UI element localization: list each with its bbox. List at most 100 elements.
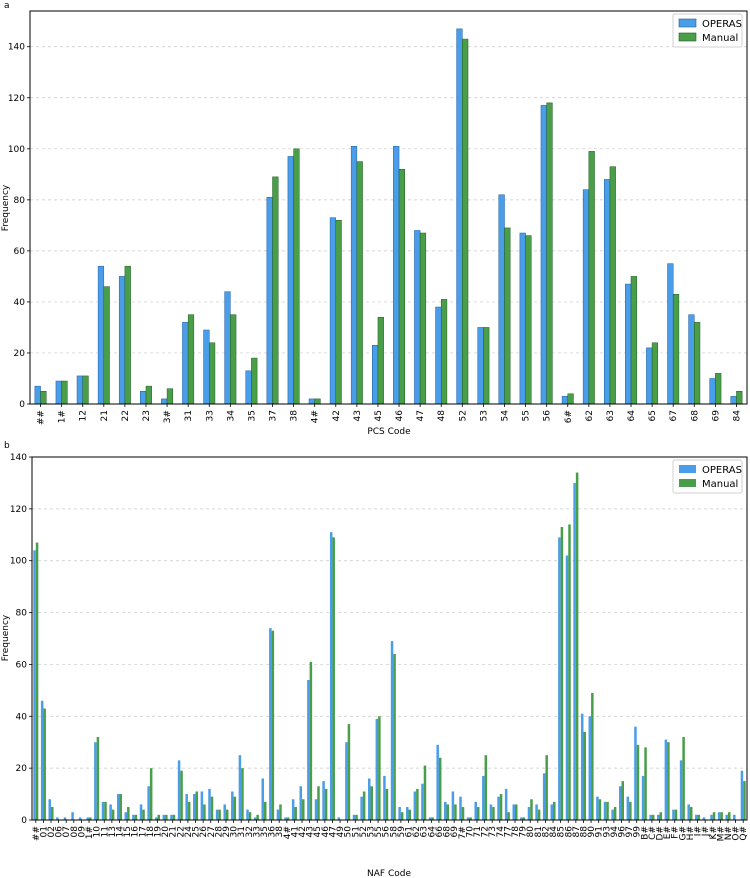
panel-a-x-tick-label: 3# bbox=[163, 410, 173, 423]
panel-b-bar-operas-20 bbox=[162, 814, 166, 820]
panel-b-x-tick-label: 61 bbox=[405, 826, 415, 837]
panel-a-x-tick-label: 69 bbox=[711, 410, 721, 422]
panel-b-bar-operas-H# bbox=[687, 804, 690, 820]
panel-b-bar-operas-62 bbox=[413, 791, 417, 820]
panel-a-x-axis-label: PCS Code bbox=[367, 427, 411, 437]
panel-a-x-tick-label: 84 bbox=[732, 410, 742, 422]
panel-b-bar-manual-19 bbox=[157, 814, 161, 820]
panel-b-bar-manual-90 bbox=[591, 692, 594, 820]
panel-b-bar-operas-41 bbox=[291, 799, 295, 820]
panel-a-bar-operas-43 bbox=[350, 146, 358, 405]
panel-a-y-tick-label: 80 bbox=[14, 196, 26, 206]
panel-a-bar-manual-67 bbox=[672, 294, 680, 405]
panel-b-x-tick-label: 58 bbox=[389, 826, 399, 838]
panel-a-letter: a bbox=[4, 1, 10, 11]
panel-b-x-tick-label: 17 bbox=[138, 826, 148, 837]
panel-b-x-tick-label: 7# bbox=[458, 826, 468, 839]
panel-b-bar-operas-86 bbox=[565, 555, 569, 820]
panel-a-x-tick-label: 56 bbox=[543, 410, 553, 422]
panel-b-x-tick-label: 71 bbox=[473, 826, 483, 837]
panel-a-x-tick-label: 46 bbox=[395, 410, 405, 422]
panel-b-bar-manual-61 bbox=[408, 809, 412, 820]
panel-b-bar-manual-20 bbox=[165, 814, 168, 820]
panel-b-bar-operas-D# bbox=[657, 814, 660, 820]
panel-b-x-tick-label: 16 bbox=[131, 826, 141, 838]
panel-b-bar-operas-56 bbox=[383, 775, 386, 820]
panel-a-bar-manual-21 bbox=[103, 286, 110, 405]
panel-b-x-tick-label: 24 bbox=[184, 826, 194, 838]
panel-b-bar-manual-41 bbox=[294, 807, 297, 820]
panel-b-bar-manual-58 bbox=[393, 654, 396, 820]
panel-b-x-tick-label: 77 bbox=[503, 826, 513, 837]
panel-a-y-tick-label: 120 bbox=[8, 94, 25, 104]
panel-a-y-axis-label: Frequency bbox=[1, 184, 11, 231]
panel-b-bar-operas-30 bbox=[231, 791, 234, 820]
panel-b-x-tick-label: 09 bbox=[77, 826, 87, 838]
panel-b-bar-operas-28 bbox=[215, 809, 219, 820]
panel-a-bar-operas-42 bbox=[329, 217, 337, 405]
panel-a-y-tick-label: 20 bbox=[14, 349, 26, 359]
panel-b-bar-manual-1# bbox=[89, 817, 92, 820]
panel-a-x-tick-label: 33 bbox=[205, 410, 215, 421]
panel-a-bar-manual-4# bbox=[314, 398, 321, 405]
panel-a-bar-manual-34 bbox=[230, 314, 237, 405]
panel-b-bar-operas-01 bbox=[40, 700, 44, 820]
panel-a-bar-operas-46 bbox=[393, 146, 400, 405]
panel-b-x-tick-label: 90 bbox=[587, 826, 597, 838]
panel-a-bar-manual-52 bbox=[462, 38, 469, 405]
panel-a-x-tick-label: 6# bbox=[564, 410, 574, 423]
panel-a-x-tick-label: 47 bbox=[416, 410, 426, 421]
panel-b-bar-operas-N# bbox=[725, 814, 728, 820]
panel-b-bar-operas-08 bbox=[71, 812, 74, 820]
panel-b-bar-manual-77 bbox=[507, 812, 510, 820]
panel-b-bar-operas-31 bbox=[238, 755, 242, 820]
panel-b-bar-manual-N# bbox=[727, 812, 731, 820]
panel-b-bar-operas-91 bbox=[596, 796, 599, 820]
panel-b-y-tick-label: 120 bbox=[10, 505, 27, 515]
panel-a-legend-swatch-operas bbox=[678, 18, 697, 28]
panel-b-x-tick-label: 79 bbox=[519, 826, 529, 838]
panel-b-bar-operas-71 bbox=[474, 801, 477, 820]
panel-b-bar-operas-46 bbox=[322, 781, 325, 820]
panel-b-x-tick-label: E# bbox=[663, 826, 673, 839]
panel-b-bar-manual-7# bbox=[461, 807, 465, 820]
panel-b-bar-manual-55 bbox=[378, 716, 381, 820]
panel-a-bars bbox=[34, 28, 743, 405]
panel-a-bar-operas-47 bbox=[414, 230, 421, 405]
panel-b-legend-label-operas: OPERAS bbox=[702, 465, 742, 476]
panel-a-x-tick-label: 31 bbox=[184, 410, 194, 421]
panel-b-legend-label-manual: Manual bbox=[702, 479, 738, 490]
panel-b-x-tick-label: F# bbox=[671, 826, 681, 839]
panel-a-x-tick-label: 34 bbox=[226, 410, 236, 422]
panel-b-bar-operas-77 bbox=[504, 788, 508, 820]
panel-b-bar-operas-09 bbox=[78, 817, 82, 820]
panel-a-y-tick-label: 140 bbox=[8, 43, 25, 53]
panel-b-bar-manual-64 bbox=[431, 817, 434, 820]
panel-a-bar-manual-33 bbox=[209, 342, 216, 405]
panel-a-bar-operas-22 bbox=[118, 276, 126, 405]
panel-b-x-tick-label: 88 bbox=[579, 826, 589, 838]
panel-b-x-tick-label: 78 bbox=[511, 826, 521, 838]
panel-b-bar-manual-51 bbox=[355, 814, 358, 820]
panel-b-x-tick-label: M# bbox=[716, 826, 726, 841]
panel-a-y-tick-label: 60 bbox=[14, 247, 26, 257]
panel-b-bar-operas-63 bbox=[421, 783, 424, 820]
panel-a-bar-manual-## bbox=[40, 390, 47, 405]
panel-a-x-tick-label: 64 bbox=[627, 410, 637, 422]
panel-b-bar-operas-61 bbox=[406, 807, 409, 820]
panel-b-bar-operas-90 bbox=[588, 716, 592, 820]
panel-b-bar-operas-J# bbox=[702, 817, 706, 820]
panel-b-bar-operas-68 bbox=[444, 801, 447, 820]
panel-a-bar-operas-48 bbox=[435, 306, 442, 405]
panel-b-bar-manual-21 bbox=[172, 814, 176, 820]
panel-b-bar-manual-H# bbox=[689, 807, 693, 820]
panel-b-bar-manual-82 bbox=[545, 755, 548, 820]
panel-b-bar-operas-53 bbox=[367, 778, 371, 820]
panel-b-bar-operas-02 bbox=[48, 799, 52, 820]
panel-b-x-tick-label: 96 bbox=[617, 826, 627, 838]
panel-b-bar-manual-81 bbox=[537, 809, 541, 820]
panel-a-bar-operas-1# bbox=[55, 380, 62, 405]
panel-b-bar-manual-14 bbox=[119, 794, 122, 820]
panel-a-bar-operas-12 bbox=[76, 375, 83, 405]
panel-b-bar-manual-50 bbox=[347, 724, 351, 820]
